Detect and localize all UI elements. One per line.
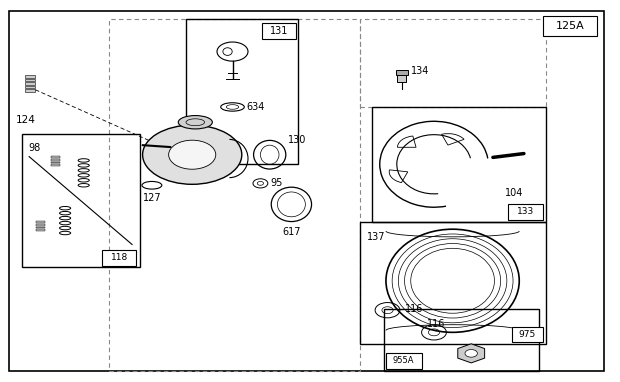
Text: 131: 131: [270, 26, 288, 36]
Text: 104: 104: [505, 188, 524, 198]
Bar: [36, 227, 45, 228]
Text: 133: 133: [517, 207, 534, 216]
Bar: [360, 19, 546, 107]
Circle shape: [465, 350, 477, 357]
Bar: [22, 134, 140, 267]
Text: 975: 975: [518, 330, 536, 339]
Bar: [542, 16, 597, 36]
Bar: [25, 82, 35, 85]
Ellipse shape: [143, 125, 242, 184]
Bar: [397, 73, 406, 82]
Text: 124: 124: [16, 115, 35, 125]
Text: 98: 98: [28, 143, 40, 153]
Text: 955A: 955A: [393, 356, 414, 366]
Text: 116: 116: [427, 319, 445, 329]
Text: 118: 118: [111, 253, 128, 262]
Text: 116: 116: [405, 304, 423, 314]
Bar: [386, 353, 422, 369]
Bar: [25, 89, 35, 92]
Bar: [51, 164, 60, 166]
Bar: [25, 75, 35, 78]
Bar: [372, 107, 546, 222]
Bar: [51, 159, 60, 161]
Bar: [36, 221, 45, 223]
Bar: [396, 70, 408, 75]
Bar: [512, 327, 542, 342]
Bar: [51, 162, 60, 163]
Bar: [51, 156, 60, 158]
Text: 617: 617: [282, 227, 301, 236]
Text: 634: 634: [246, 102, 265, 112]
Bar: [360, 222, 546, 344]
Ellipse shape: [179, 115, 212, 129]
Bar: [108, 19, 360, 371]
Bar: [186, 19, 298, 164]
Text: 127: 127: [143, 193, 162, 203]
Bar: [36, 224, 45, 226]
Text: 134: 134: [411, 66, 430, 76]
Text: 95: 95: [270, 178, 283, 188]
Bar: [25, 79, 35, 81]
Bar: [262, 23, 296, 39]
Text: 137: 137: [367, 232, 386, 242]
Bar: [508, 204, 542, 220]
Bar: [102, 250, 136, 266]
Circle shape: [169, 140, 216, 169]
Bar: [384, 309, 539, 371]
Bar: [36, 229, 45, 231]
Text: 130: 130: [288, 135, 307, 145]
Bar: [25, 86, 35, 88]
Text: 125A: 125A: [556, 21, 584, 31]
